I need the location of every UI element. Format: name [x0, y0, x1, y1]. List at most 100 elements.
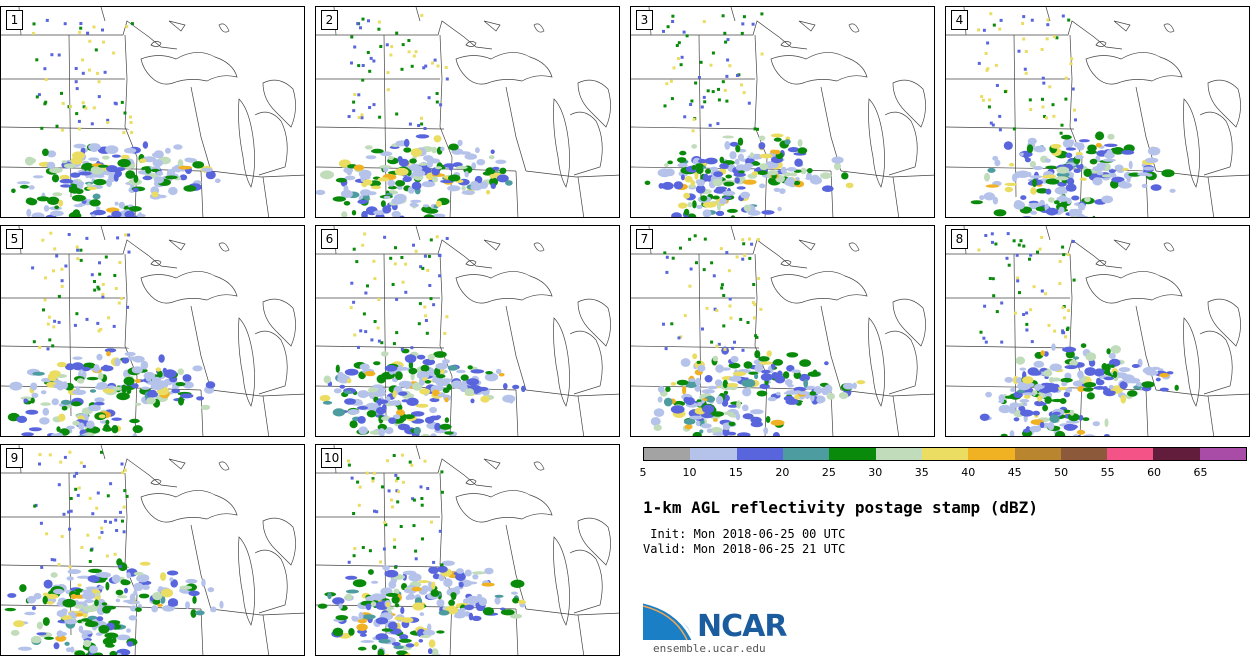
echo-cell: [367, 19, 370, 23]
echo-cell: [822, 185, 834, 192]
echo-cell: [670, 97, 674, 101]
echo-cell: [340, 190, 353, 198]
echo-cell: [160, 572, 167, 581]
echo-cell: [1063, 391, 1071, 398]
echo-cell: [1016, 170, 1030, 178]
echo-cell: [69, 172, 81, 178]
echo-cell: [372, 259, 376, 263]
echo-cell: [113, 274, 117, 277]
echo-cell: [43, 67, 47, 71]
echo-cell: [720, 283, 724, 287]
echo-cell: [990, 232, 994, 236]
echo-cell: [458, 581, 464, 588]
echo-cell: [106, 351, 111, 357]
echo-cell: [670, 382, 677, 386]
echo-cell: [357, 503, 361, 507]
echo-cell: [130, 22, 134, 26]
echo-cell: [28, 427, 42, 432]
echo-cell: [456, 568, 464, 574]
echo-cell: [488, 155, 495, 160]
echo-cell: [89, 389, 97, 393]
echo-cell: [36, 196, 50, 202]
echo-cell: [77, 119, 81, 123]
echo-cell: [77, 583, 82, 587]
echo-cell: [19, 184, 30, 189]
echo-cell: [702, 268, 706, 272]
echo-cell: [1065, 152, 1073, 158]
echo-cell: [51, 174, 60, 183]
echo-cell: [410, 148, 423, 157]
colorbar-segment: [736, 448, 783, 460]
echo-cell: [93, 652, 103, 655]
echo-cell: [152, 592, 163, 601]
echo-cell: [722, 379, 728, 389]
echo-cell: [1093, 368, 1105, 377]
colorbar-segment: [875, 448, 922, 460]
echo-cell: [824, 384, 833, 394]
echo-cell: [353, 164, 365, 171]
echo-cell: [786, 365, 795, 372]
echo-cell: [404, 354, 417, 363]
echo-cell: [461, 185, 466, 191]
echo-cell: [751, 22, 755, 26]
echo-cell: [986, 67, 990, 71]
echo-cell: [420, 503, 424, 507]
echo-cell: [31, 212, 45, 217]
echo-cell: [728, 376, 742, 382]
echo-cell: [81, 591, 96, 600]
echo-cell: [1023, 428, 1031, 433]
echo-cell: [723, 347, 727, 351]
echo-cell: [352, 100, 356, 104]
echo-cell: [178, 165, 192, 170]
echo-cell: [66, 576, 74, 581]
echo-cell: [726, 58, 730, 62]
echo-cell: [4, 607, 16, 612]
echo-cell: [770, 149, 778, 154]
echo-cell: [1022, 392, 1035, 396]
echo-cell: [1120, 394, 1127, 404]
echo-cell: [432, 376, 444, 384]
echo-cell: [1000, 340, 1004, 344]
echo-cell: [353, 547, 357, 550]
echo-cell: [394, 479, 398, 483]
echo-cell: [464, 569, 472, 577]
echo-cell: [787, 147, 800, 153]
echo-cell: [697, 182, 705, 187]
echo-cell: [1137, 172, 1150, 177]
echo-cell: [350, 61, 353, 65]
echo-cell: [96, 321, 100, 325]
echo-cell: [1044, 292, 1048, 296]
echo-cell: [107, 316, 111, 320]
echo-cell: [443, 331, 447, 335]
echo-cell: [448, 164, 454, 171]
echo-cell: [1096, 162, 1107, 169]
echo-cell: [109, 520, 112, 524]
echo-cell: [1063, 316, 1066, 320]
echo-cell: [1069, 409, 1075, 416]
echo-cell: [420, 13, 424, 17]
echo-cell: [70, 646, 75, 653]
echo-cell: [410, 165, 423, 172]
echo-cell: [165, 175, 178, 180]
echo-cell: [95, 384, 107, 390]
echo-cell: [178, 396, 184, 406]
member-panel-8: 8: [945, 225, 1250, 437]
echo-cell: [690, 180, 695, 187]
echo-cell: [712, 195, 720, 200]
echo-cell: [377, 298, 381, 301]
echo-cell: [182, 374, 192, 382]
echo-cell: [1028, 257, 1031, 261]
echo-cell: [395, 180, 406, 187]
echo-cell: [42, 617, 50, 626]
echo-cell: [1032, 166, 1044, 170]
echo-cell: [387, 155, 394, 161]
echo-cell: [662, 29, 665, 33]
echo-cell: [759, 307, 763, 311]
echo-cell: [1029, 160, 1036, 168]
echo-cell: [695, 377, 701, 386]
echo-cell: [856, 380, 866, 385]
echo-cell: [1022, 15, 1026, 19]
echo-cell: [1041, 387, 1050, 394]
echo-cell: [76, 493, 80, 497]
reflectivity-map: [316, 445, 619, 655]
